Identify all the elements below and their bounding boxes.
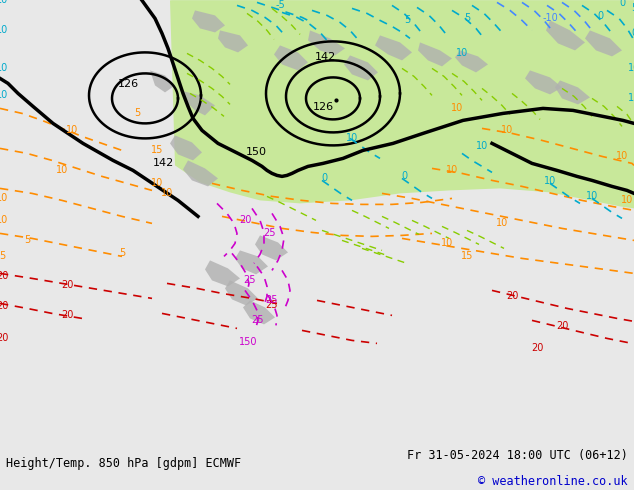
Text: 150: 150 [246,147,267,157]
Text: 20: 20 [556,321,568,331]
Text: 10: 10 [0,63,8,74]
Polygon shape [235,250,268,274]
Text: 142: 142 [315,52,336,62]
Text: 10: 10 [346,133,358,144]
Text: 10: 10 [441,239,453,248]
Text: 0: 0 [401,172,407,181]
Text: 10: 10 [446,166,458,175]
Text: 10: 10 [628,63,634,74]
Polygon shape [170,0,634,208]
Polygon shape [150,71,175,93]
Text: 20: 20 [239,216,251,225]
Text: 5: 5 [404,15,410,25]
Text: 5: 5 [24,235,30,245]
Polygon shape [344,55,378,80]
Text: -5: -5 [275,0,285,10]
Text: 25: 25 [251,316,263,325]
Polygon shape [546,21,585,50]
Text: 0: 0 [597,11,603,22]
Text: 20: 20 [61,310,73,320]
Text: 5: 5 [134,108,140,119]
Text: 0: 0 [631,28,634,38]
Text: -10: -10 [542,13,558,24]
Text: 10: 10 [0,25,8,35]
Text: 20: 20 [0,333,8,343]
Text: 20: 20 [0,301,8,312]
Text: 10: 10 [151,178,163,188]
Text: 15: 15 [628,94,634,103]
Polygon shape [205,260,240,286]
Polygon shape [585,30,622,56]
Polygon shape [455,50,488,73]
Text: 142: 142 [153,158,174,169]
Text: 10: 10 [0,216,8,225]
Polygon shape [183,160,218,186]
Text: 10: 10 [476,142,488,151]
Text: 20: 20 [0,271,8,281]
Polygon shape [180,90,215,116]
Polygon shape [555,80,590,104]
Text: 5: 5 [0,251,5,261]
Text: 15: 15 [461,251,473,261]
Text: 10: 10 [456,49,468,58]
Text: 5: 5 [119,248,125,258]
Text: 10: 10 [501,125,513,135]
Text: 0: 0 [619,0,625,8]
Text: Fr 31-05-2024 18:00 UTC (06+12): Fr 31-05-2024 18:00 UTC (06+12) [407,449,628,462]
Text: 25: 25 [266,295,278,305]
Polygon shape [170,135,202,160]
Text: 126: 126 [313,102,334,112]
Text: 10: 10 [544,176,556,186]
Text: 10: 10 [161,188,173,198]
Polygon shape [308,30,345,55]
Text: 10: 10 [621,196,633,205]
Polygon shape [525,71,562,95]
Polygon shape [243,300,275,324]
Text: 126: 126 [118,79,139,89]
Text: 20: 20 [506,292,518,301]
Text: 25: 25 [243,275,256,285]
Text: 5: 5 [631,3,634,13]
Polygon shape [274,46,308,71]
Polygon shape [375,35,412,60]
Polygon shape [255,235,288,260]
Text: 10: 10 [0,194,8,203]
Text: 0: 0 [321,173,327,183]
Text: Height/Temp. 850 hPa [gdpm] ECMWF: Height/Temp. 850 hPa [gdpm] ECMWF [6,457,242,469]
Text: 10: 10 [496,219,508,228]
Polygon shape [170,0,634,108]
Text: 10: 10 [586,192,598,201]
Text: 150: 150 [239,338,257,347]
Text: 10: 10 [66,125,78,135]
Text: 10: 10 [0,0,8,5]
Text: 5: 5 [464,13,470,24]
Text: © weatheronline.co.uk: © weatheronline.co.uk [478,475,628,488]
Text: 15: 15 [151,146,163,155]
Polygon shape [225,280,258,305]
Text: 10: 10 [56,166,68,175]
Polygon shape [418,43,452,67]
Polygon shape [218,30,248,52]
Text: 10: 10 [451,103,463,113]
Text: 25: 25 [262,228,275,239]
Polygon shape [192,10,225,32]
Text: 10: 10 [0,90,8,100]
Text: 20: 20 [531,343,543,353]
Text: 25: 25 [266,300,278,310]
Text: 10: 10 [616,151,628,161]
Text: 20: 20 [61,280,73,291]
